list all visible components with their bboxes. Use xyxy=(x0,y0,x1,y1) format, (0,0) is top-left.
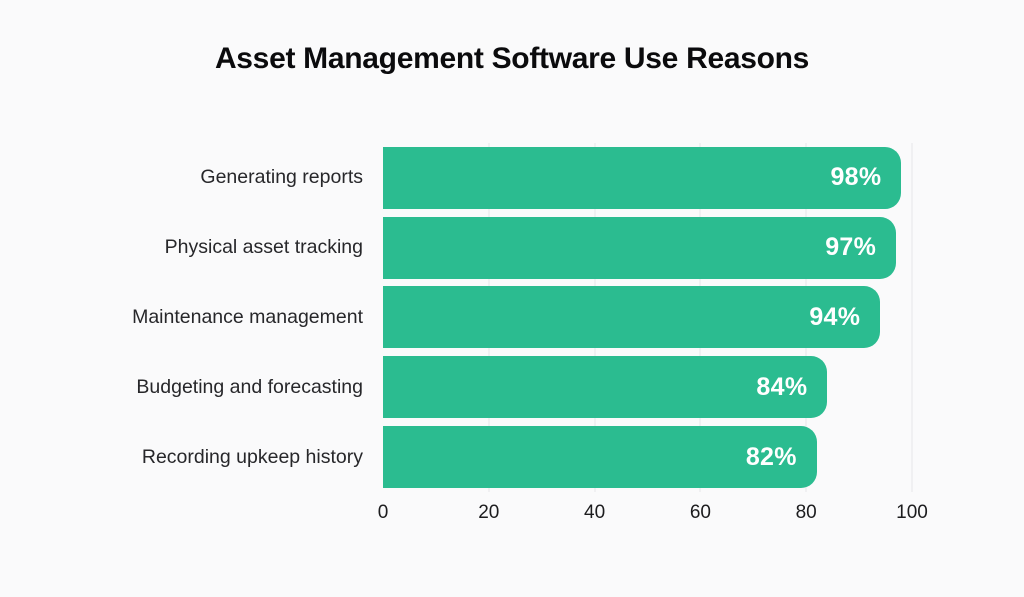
chart-title: Asset Management Software Use Reasons xyxy=(214,42,810,75)
gridline xyxy=(911,143,913,492)
x-axis-tick: 80 xyxy=(795,502,817,523)
bar-value-label: 82% xyxy=(745,442,797,471)
bar: 98% xyxy=(383,146,902,209)
category-label: Generating reports xyxy=(200,166,363,189)
category-label: Budgeting and forecasting xyxy=(136,375,363,398)
x-axis-tick: 20 xyxy=(478,502,500,523)
category-label: Recording upkeep history xyxy=(141,445,363,468)
x-axis: 0 20 40 60 80 100 xyxy=(378,492,928,532)
bar-row: 97% xyxy=(383,213,912,283)
bar-series: 98% 97% 94% 84% 82% xyxy=(383,143,912,492)
bar-value-label: 94% xyxy=(809,302,861,331)
bar: 94% xyxy=(383,286,881,349)
x-axis-tick: 60 xyxy=(689,502,711,523)
bar: 84% xyxy=(383,356,828,419)
bar: 82% xyxy=(383,426,817,489)
bar-value-label: 98% xyxy=(830,163,882,192)
bar-value-label: 84% xyxy=(756,372,808,401)
category-axis: Generating reports Physical asset tracki… xyxy=(0,143,363,492)
bar-row: 84% xyxy=(383,352,912,422)
bar-row: 82% xyxy=(383,422,912,492)
x-axis-tick: 0 xyxy=(377,502,389,523)
plot-area: 98% 97% 94% 84% 82% xyxy=(383,143,913,492)
bar-row: 98% xyxy=(383,143,912,213)
bar-row: 94% xyxy=(383,283,912,353)
bar-value-label: 97% xyxy=(825,233,877,262)
category-label: Physical asset tracking xyxy=(164,236,363,259)
bar: 97% xyxy=(383,216,897,279)
category-label: Maintenance management xyxy=(132,305,363,328)
x-axis-tick: 40 xyxy=(584,502,606,523)
x-axis-tick: 100 xyxy=(896,502,928,523)
